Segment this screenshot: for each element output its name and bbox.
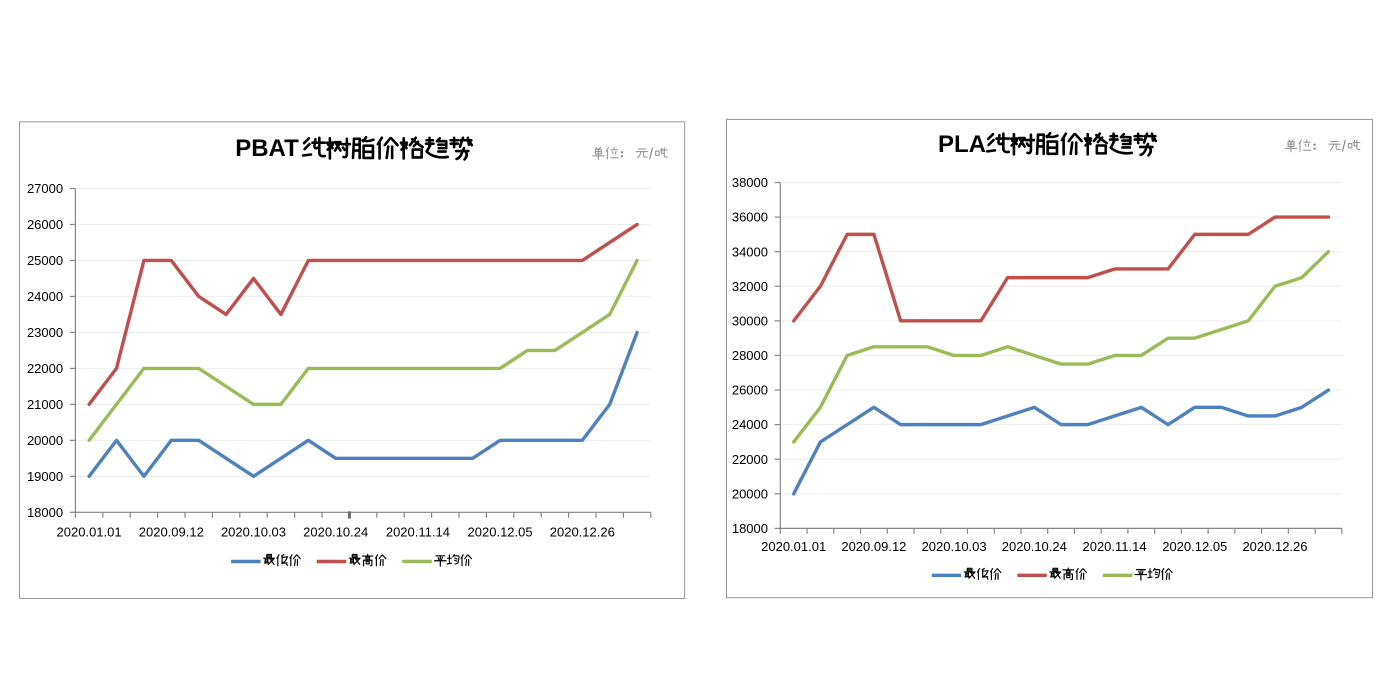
svg-text:2020.11.14: 2020.11.14 (386, 524, 450, 539)
svg-text:24000: 24000 (27, 289, 63, 304)
svg-text:30000: 30000 (732, 313, 768, 328)
svg-text:18000: 18000 (732, 521, 768, 536)
svg-text:2020.09.12: 2020.09.12 (841, 539, 906, 554)
svg-text:25000: 25000 (27, 253, 63, 268)
svg-text:20000: 20000 (732, 486, 768, 501)
svg-text:32000: 32000 (732, 279, 768, 294)
svg-text:26000: 26000 (732, 383, 768, 398)
svg-text:2020.12.26: 2020.12.26 (550, 524, 615, 539)
svg-text:21000: 21000 (27, 397, 63, 412)
svg-text:2020.09.12: 2020.09.12 (139, 524, 204, 539)
svg-text:26000: 26000 (27, 217, 63, 232)
svg-text:2020.12.26: 2020.12.26 (1242, 539, 1307, 554)
svg-text:38000: 38000 (732, 175, 768, 190)
svg-text:19000: 19000 (27, 469, 63, 484)
svg-text:PBAT: PBAT (235, 135, 299, 162)
svg-text:2020.12.05: 2020.12.05 (1162, 539, 1227, 554)
svg-text:23000: 23000 (27, 325, 63, 340)
svg-text:2020.10.24: 2020.10.24 (303, 524, 368, 539)
svg-text:36000: 36000 (732, 210, 768, 225)
svg-text:2020.10.03: 2020.10.03 (221, 524, 286, 539)
svg-text:2020.01.01: 2020.01.01 (57, 524, 122, 539)
svg-text:28000: 28000 (732, 348, 768, 363)
svg-text:2020.12.05: 2020.12.05 (468, 524, 533, 539)
svg-text:2020.11.14: 2020.11.14 (1082, 539, 1146, 554)
svg-text:2020.10.24: 2020.10.24 (1002, 539, 1067, 554)
svg-text:2020.01.01: 2020.01.01 (761, 539, 826, 554)
svg-text:34000: 34000 (732, 244, 768, 259)
svg-text:2020.10.03: 2020.10.03 (922, 539, 987, 554)
svg-text:PLA: PLA (938, 131, 986, 158)
svg-text:24000: 24000 (732, 417, 768, 432)
svg-text:20000: 20000 (27, 433, 63, 448)
svg-text:27000: 27000 (27, 181, 63, 196)
svg-text:18000: 18000 (27, 505, 63, 520)
svg-text:22000: 22000 (27, 361, 63, 376)
svg-text:22000: 22000 (732, 452, 768, 467)
